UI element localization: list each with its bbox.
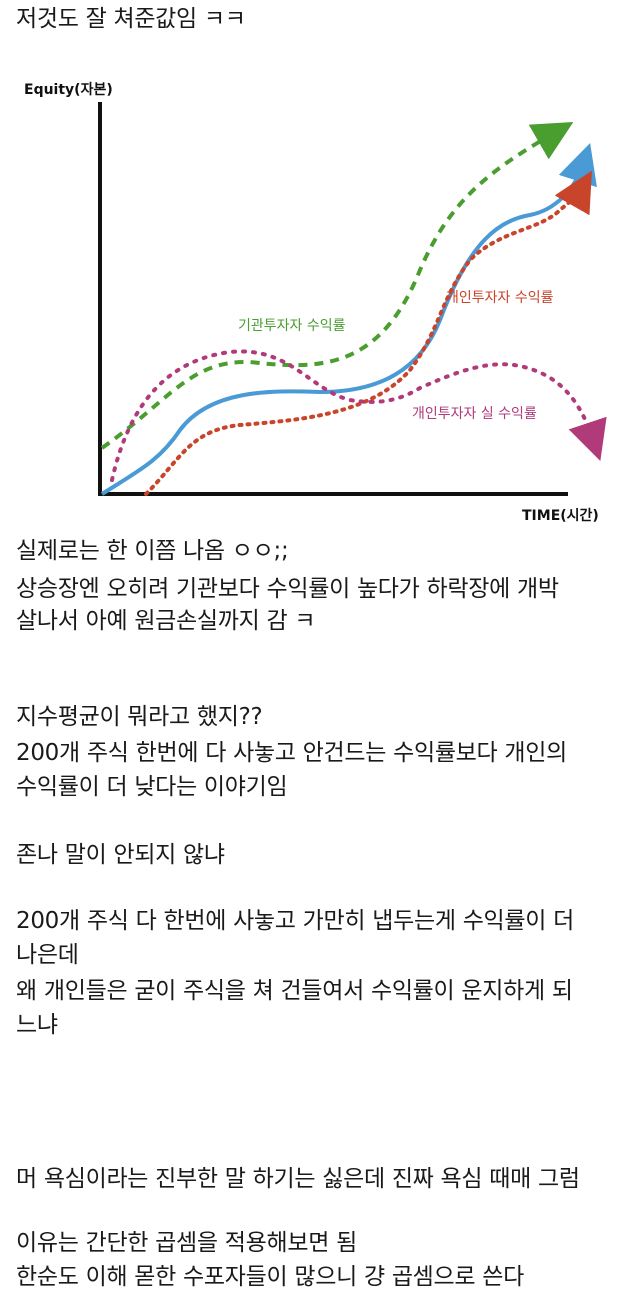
post-line-14: 이유는 간단한 곱셈을 적용해보면 됨 [16,1230,357,1256]
post-line-10: 나은데 [16,942,79,968]
post-line-1: 저것도 잘 쳐준값임 ㅋㅋ [16,6,246,32]
equity-chart: Equity(자본) TIME(시간) 기관투자자 수익률 개인투자자 수익률 … [0,70,640,530]
post-line-11: 왜 개인들은 굳이 주식을 쳐 건들여서 수익률이 운지하게 되 [16,978,573,1004]
label-institutional: 기관투자자 수익률 [238,318,346,334]
label-individual-real: 개인투자자 실 수익률 [412,406,537,422]
post-line-12: 느냐 [16,1012,58,1038]
series-individual-line [144,170,592,496]
post-line-15: 한순도 이해 몯한 수포자들이 많으니 걍 곱셈으로 쓴다 [16,1264,524,1290]
series-individual-real-line [110,349,607,482]
post-line-4: 살나서 아예 원금손실까지 감 ㅋ [16,608,316,634]
series-market-line [100,142,597,496]
post-line-7: 수익률이 더 낮다는 이야기임 [16,774,288,800]
post-line-6: 200개 주식 한번에 다 사놓고 안건드는 수익률보다 개인의 [16,740,567,766]
post-line-3: 상승장엔 오히려 기관보다 수익률이 높다가 하락장에 개박 [16,576,559,602]
post-line-13: 머 욕심이라는 진부한 말 하기는 싫은데 진짜 욕심 때매 그럼 [16,1166,580,1192]
x-axis-label: TIME(시간) [522,507,599,524]
label-individual: 개인투자자 수익률 [446,290,554,306]
series-institutional-line [100,122,574,450]
chart-svg: Equity(자본) TIME(시간) 기관투자자 수익률 개인투자자 수익률 … [24,82,607,524]
post-line-5: 지수평균이 뭐라고 했지?? [16,704,263,730]
post-line-2: 실제로는 한 이쯤 나옴 ㅇㅇ;; [16,538,289,564]
post-line-8: 존나 말이 안되지 않냐 [16,842,225,868]
post-line-9: 200개 주식 다 한번에 사놓고 가만히 냅두는게 수익률이 더 [16,908,575,934]
y-axis-label: Equity(자본) [24,82,113,98]
